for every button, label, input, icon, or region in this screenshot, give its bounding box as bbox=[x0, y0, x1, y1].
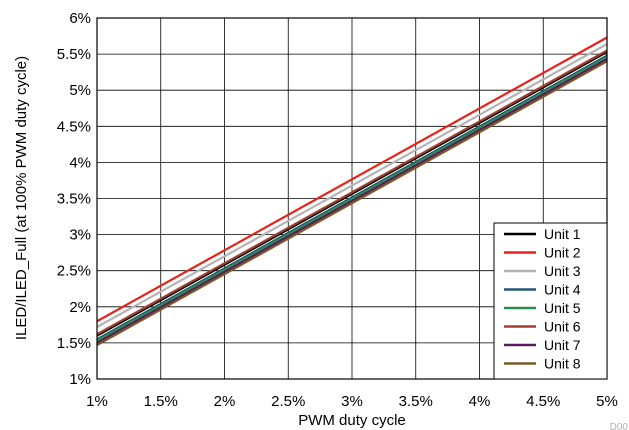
y-tick-label: 2% bbox=[69, 299, 91, 316]
legend-item-unit-6: Unit 6 bbox=[504, 319, 581, 335]
y-tick-label: 5% bbox=[69, 82, 91, 99]
figure-id-label: D00 bbox=[610, 422, 629, 430]
series-line-unit-3 bbox=[96, 43, 608, 328]
legend-label: Unit 8 bbox=[544, 356, 581, 372]
legend-item-unit-8: Unit 8 bbox=[504, 356, 581, 372]
legend-label: Unit 7 bbox=[544, 337, 581, 353]
x-tick-label: 5% bbox=[596, 393, 618, 410]
legend-label: Unit 4 bbox=[544, 282, 581, 298]
x-axis-ticks: 1% 1.5% 2% 2.5% 3% 3.5% 4% 4.5% 5% bbox=[86, 393, 618, 410]
x-tick-label: 4.5% bbox=[526, 393, 560, 410]
series-line-unit-5 bbox=[96, 56, 608, 342]
y-tick-label: 6% bbox=[69, 10, 91, 27]
plot-frame bbox=[96, 17, 608, 380]
x-tick-label: 2.5% bbox=[271, 393, 305, 410]
legend-label: Unit 5 bbox=[544, 300, 581, 316]
legend-item-unit-4: Unit 4 bbox=[504, 282, 581, 298]
x-tick-label: 1.5% bbox=[144, 393, 178, 410]
y-tick-label: 1% bbox=[69, 371, 91, 388]
legend-item-unit-7: Unit 7 bbox=[504, 337, 581, 353]
series-lines bbox=[96, 36, 608, 347]
y-tick-label: 1.5% bbox=[57, 335, 91, 352]
x-tick-label: 3% bbox=[341, 393, 363, 410]
legend-item-unit-1: Unit 1 bbox=[504, 226, 581, 242]
series-line-unit-2 bbox=[96, 36, 608, 323]
x-tick-label: 2% bbox=[214, 393, 236, 410]
legend-label: Unit 3 bbox=[544, 263, 581, 279]
legend-item-unit-2: Unit 2 bbox=[504, 245, 581, 261]
x-axis-label: PWM duty cycle bbox=[298, 412, 406, 429]
y-axis-ticks: 1% 1.5% 2% 2.5% 3% 3.5% 4% 4.5% 5% 5.5% 6% bbox=[57, 10, 91, 388]
series-line-unit-1 bbox=[96, 50, 608, 337]
y-tick-label: 4.5% bbox=[57, 118, 91, 135]
y-tick-label: 3% bbox=[69, 227, 91, 244]
y-tick-label: 4% bbox=[69, 154, 91, 171]
legend-label: Unit 6 bbox=[544, 319, 581, 335]
series-line-unit-4 bbox=[96, 54, 608, 341]
legend-box bbox=[493, 222, 608, 380]
series-line-unit-6 bbox=[96, 49, 608, 336]
legend-item-unit-5: Unit 5 bbox=[504, 300, 581, 316]
legend-item-unit-3: Unit 3 bbox=[504, 263, 581, 279]
legend-label: Unit 1 bbox=[544, 226, 581, 242]
x-tick-label: 1% bbox=[86, 393, 108, 410]
legend-label: Unit 2 bbox=[544, 245, 581, 261]
y-tick-label: 3.5% bbox=[57, 191, 91, 208]
legend: Unit 1 Unit 2 Unit 3 Unit 4 Unit 5 Unit 6 Unit… bbox=[493, 222, 608, 380]
y-tick-label: 5.5% bbox=[57, 46, 91, 63]
x-tick-label: 3.5% bbox=[399, 393, 433, 410]
series-line-unit-8 bbox=[96, 60, 608, 347]
y-axis-label: ILED/ILED_Full (at 100% PWM duty cycle) bbox=[13, 56, 30, 340]
y-tick-label: 2.5% bbox=[57, 263, 91, 280]
series-line-unit-7 bbox=[96, 58, 608, 344]
x-tick-label: 4% bbox=[469, 393, 491, 410]
